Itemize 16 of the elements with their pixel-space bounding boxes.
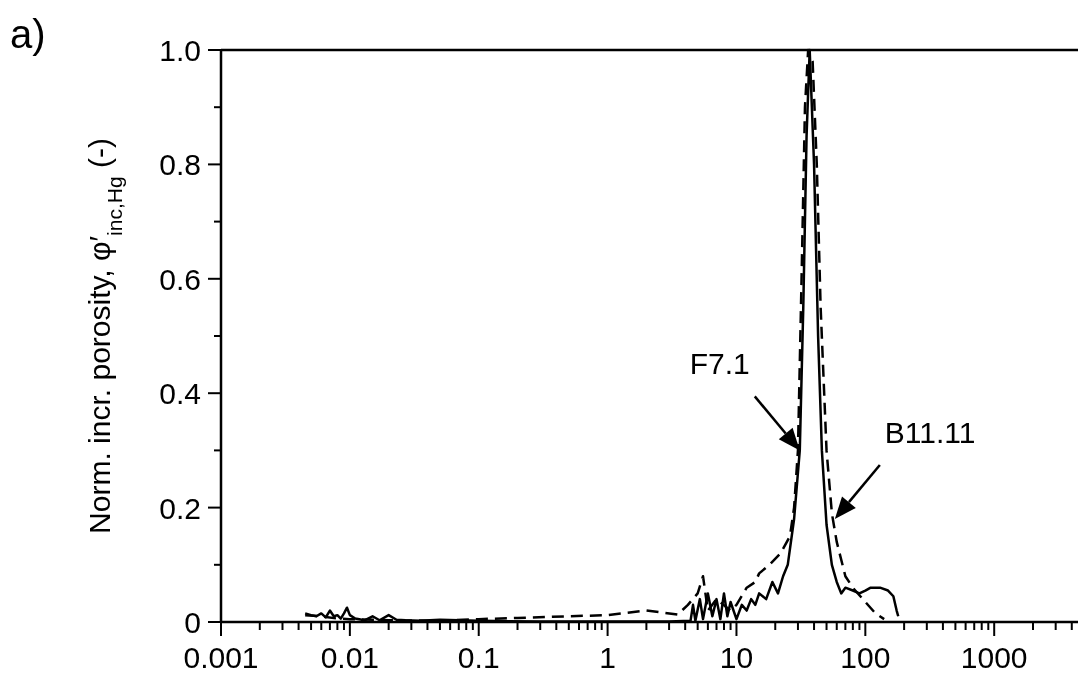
y-tick-label: 0.4: [159, 377, 201, 411]
y-tick-label: 0.8: [159, 148, 201, 182]
annotation: B11.11: [884, 416, 976, 450]
x-tick-label: 0.1: [457, 641, 500, 674]
y-tick-label: 1.0: [159, 34, 201, 67]
y-tick-label: 0.2: [159, 491, 201, 525]
x-tick-label: 1000: [960, 641, 1028, 674]
annotation: F7.1: [689, 347, 750, 381]
x-tick-label: 0.01: [320, 641, 380, 674]
x-tick-label: 1: [599, 641, 616, 674]
x-tick-label: 0.001: [183, 641, 259, 674]
x-tick-label: 10: [719, 641, 754, 674]
y-tick-label: 0: [184, 606, 201, 639]
text: a): [10, 12, 46, 56]
x-tick-label: 100: [840, 641, 891, 674]
y-tick-label: 0.6: [159, 262, 201, 296]
